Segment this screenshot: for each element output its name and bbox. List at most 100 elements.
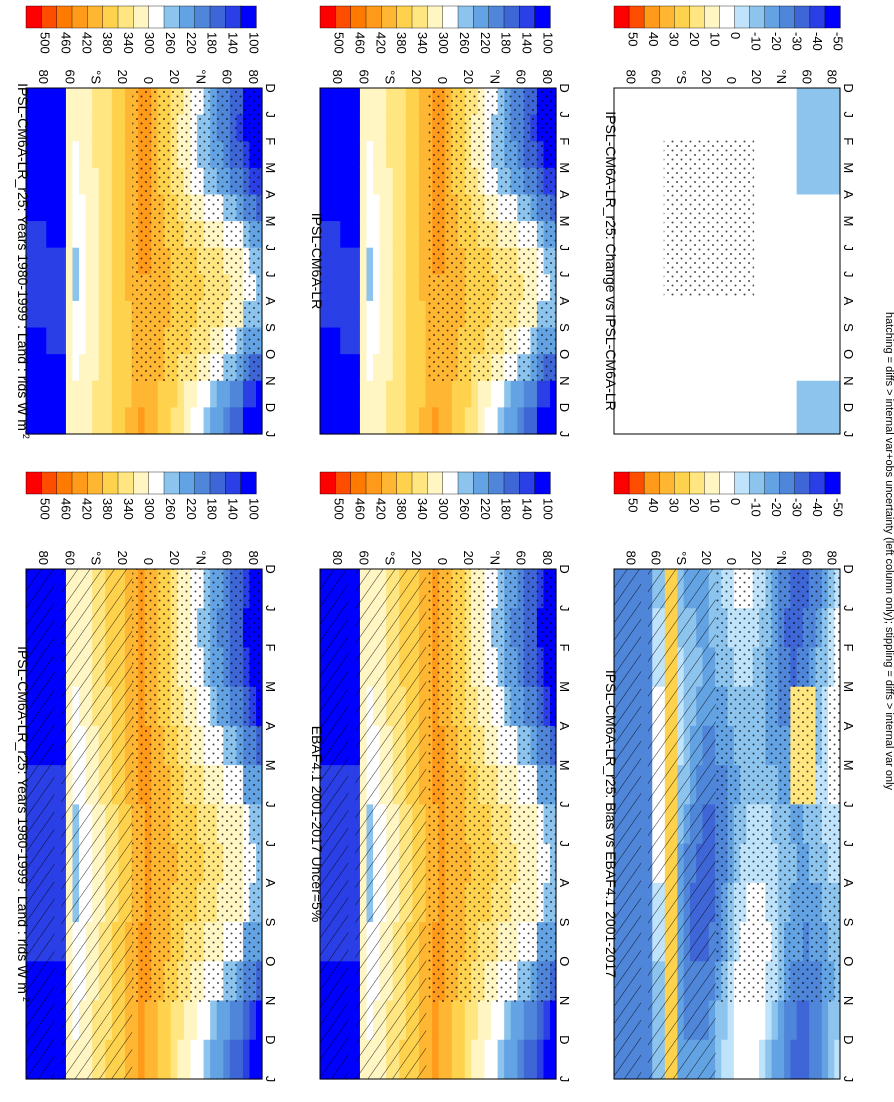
heatmap-cell — [789, 327, 797, 355]
heatmap-cell — [26, 274, 34, 302]
colorbar-tick-label: 140 — [226, 498, 241, 520]
heatmap-cell — [379, 300, 387, 329]
month-tick-label: J — [557, 605, 572, 612]
heatmap-cell — [827, 1039, 835, 1080]
heatmap-cell — [770, 167, 778, 196]
heatmap-cell — [104, 380, 112, 408]
heatmap-cell — [65, 274, 73, 302]
heatmap-cell — [614, 194, 621, 222]
heatmap-cell — [657, 300, 665, 329]
heatmap-cell — [104, 114, 112, 142]
month-tick-label: N — [263, 996, 278, 1005]
heatmap-cell — [657, 274, 665, 302]
colorbar-tick-label: 340 — [415, 32, 430, 54]
heatmap-cell — [651, 167, 659, 196]
heatmap-cell — [405, 354, 413, 382]
heatmap-cell — [470, 1000, 478, 1041]
panel-title: IPSL-CM6A-LR — [309, 213, 325, 309]
heatmap-cell — [65, 141, 73, 169]
heatmap-cell — [333, 141, 341, 169]
heatmap-cell — [783, 221, 791, 249]
heatmap-cell — [620, 300, 628, 329]
heatmap-cell — [632, 88, 640, 116]
heatmap-cell — [398, 88, 406, 116]
heatmap-cell — [65, 380, 73, 408]
colorbar-tick-label: 380 — [100, 498, 115, 520]
heatmap-cell — [196, 407, 204, 435]
heatmap-cell — [549, 1000, 557, 1041]
colorbar-tick-label: 0 — [728, 32, 743, 39]
heatmap-cell — [620, 407, 628, 435]
month-tick-label: S — [557, 918, 572, 927]
colorbar-tick-label: 180 — [205, 32, 220, 54]
heatmap-cell — [808, 300, 816, 329]
heatmap-cell — [683, 354, 690, 382]
heatmap-cell — [614, 88, 621, 116]
heatmap-cell — [91, 167, 99, 196]
heatmap-cell — [65, 114, 73, 142]
heatmap-cell — [639, 843, 646, 884]
heatmap-cell — [683, 380, 690, 408]
heatmap-cell — [708, 114, 716, 142]
heatmap-cell — [385, 141, 393, 169]
heatmap-cell — [657, 380, 665, 408]
heatmap-cell — [150, 1039, 158, 1080]
heatmap-cell — [326, 221, 334, 249]
heatmap-cell — [626, 407, 634, 435]
month-tick-label: D — [263, 1035, 278, 1044]
heatmap-cell — [536, 380, 544, 408]
heatmap-cell — [695, 354, 703, 382]
colorbar-swatch — [427, 471, 444, 495]
heatmap-cell — [78, 88, 86, 116]
month-tick-label: O — [557, 956, 572, 966]
heatmap-cell — [45, 274, 53, 302]
heatmap-cell — [98, 167, 106, 196]
heatmap-cell — [614, 274, 621, 302]
heatmap-cell — [626, 167, 634, 196]
heatmap-cell — [814, 221, 822, 249]
heatmap-cell — [477, 407, 485, 435]
heatmap-cell — [626, 380, 634, 408]
heatmap-cell — [157, 1039, 165, 1080]
heatmap-cell — [664, 407, 672, 435]
colorbar-tick-label: -50 — [831, 32, 846, 51]
heatmap-cell — [320, 221, 328, 249]
heatmap-cell — [385, 407, 393, 435]
heatmap-cell — [196, 380, 204, 408]
heatmap-cell — [333, 247, 341, 275]
heatmap-cell — [651, 88, 659, 116]
heatmap-cell — [372, 194, 380, 222]
heatmap-cell — [821, 1039, 829, 1080]
month-tick-label: F — [841, 644, 856, 652]
heatmap-cell — [783, 247, 791, 275]
heatmap-cell — [352, 327, 360, 355]
colorbar-swatch — [319, 471, 336, 495]
heatmap-cell — [695, 407, 703, 435]
heatmap-cell — [639, 725, 646, 766]
colorbar-tick-label: -40 — [810, 498, 825, 517]
heatmap-cell — [352, 221, 360, 249]
heatmap-cell — [783, 407, 791, 435]
heatmap-cell — [438, 1000, 446, 1041]
heatmap-cell — [405, 407, 413, 435]
heatmap-cell — [320, 88, 328, 116]
heatmap-cell — [814, 300, 822, 329]
heatmap-cell — [385, 88, 393, 116]
heatmap-cell — [346, 114, 354, 142]
heatmap-cell — [542, 380, 551, 408]
stippling-mask — [132, 569, 262, 1003]
heatmap-cell — [821, 1000, 829, 1041]
month-tick-label: F — [263, 137, 278, 145]
heatmap-cell — [727, 300, 734, 329]
heatmap-cell — [85, 88, 93, 116]
heatmap-cell — [701, 354, 709, 382]
heatmap-cell — [176, 380, 184, 408]
heatmap-cell — [52, 922, 60, 962]
month-tick-label: D — [263, 83, 278, 92]
heatmap-cell — [651, 194, 659, 222]
heatmap-cell — [385, 114, 393, 142]
heatmap-cell — [720, 88, 728, 116]
heatmap-cell — [78, 380, 86, 408]
heatmap-cell — [727, 114, 734, 142]
heatmap-cell — [814, 380, 822, 408]
